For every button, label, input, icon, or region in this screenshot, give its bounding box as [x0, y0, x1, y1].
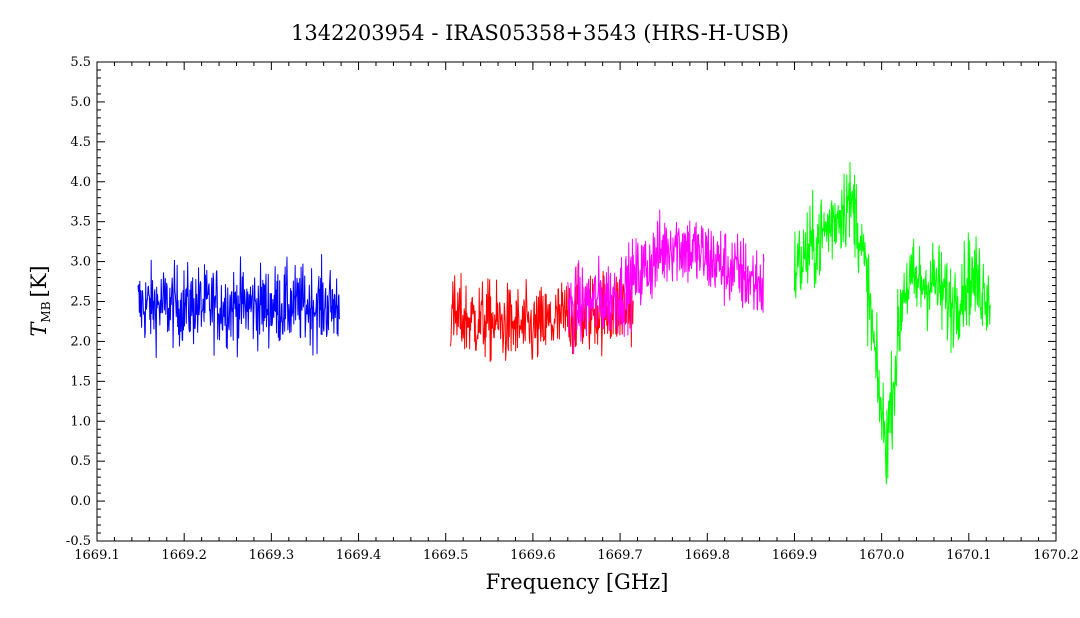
y-axis-label-unit: [K]	[27, 265, 51, 297]
x-tick-label: 1670.2	[1033, 548, 1079, 563]
chart-title: 1342203954 - IRAS05358+3543 (HRS-H-USB)	[291, 21, 789, 45]
y-tick-label: 2.0	[70, 334, 91, 349]
series-line-1	[137, 254, 340, 359]
y-tick-label: -0.5	[66, 534, 91, 549]
x-tick-label: 1669.7	[597, 548, 643, 563]
y-tick-label: 3.5	[70, 215, 91, 230]
y-tick-label: 4.5	[70, 135, 91, 150]
x-tick-label: 1670.0	[859, 548, 905, 563]
x-tick-label: 1669.4	[336, 548, 382, 563]
x-tick-label: 1669.1	[74, 548, 120, 563]
y-tick-label: 5.5	[70, 55, 91, 70]
x-tick-label: 1669.8	[685, 548, 731, 563]
series-line-4	[793, 161, 992, 485]
y-tick-label: 0.5	[70, 454, 91, 469]
x-tick-label: 1670.1	[946, 548, 992, 563]
y-tick-label: 1.0	[70, 414, 91, 429]
series-group	[137, 161, 992, 485]
y-axis-label: TMB [K]	[27, 265, 53, 336]
y-axis-label-sub: MB	[39, 301, 53, 322]
x-tick-label: 1669.9	[772, 548, 818, 563]
x-tick-label: 1669.5	[423, 548, 469, 563]
series-line-3	[567, 209, 765, 355]
series-line-2	[449, 263, 634, 363]
y-tick-label: 0.0	[70, 494, 91, 509]
y-tick-label: 2.5	[70, 295, 91, 310]
x-tick-label: 1669.2	[161, 548, 207, 563]
y-tick-label: 5.0	[70, 95, 91, 110]
x-tick-label: 1669.6	[510, 548, 556, 563]
x-axis: 1669.1 1669.2 1669.3 1669.4 1669.5 1669.6 1669…	[74, 62, 1079, 563]
y-axis-label-main: T	[27, 321, 51, 337]
y-tick-label: 4.0	[70, 175, 91, 190]
y-tick-label: 3.0	[70, 255, 91, 270]
x-tick-label: 1669.3	[249, 548, 295, 563]
x-axis-label: Frequency [GHz]	[486, 570, 669, 594]
y-tick-label: 1.5	[70, 374, 91, 389]
y-axis: -0.5 0.0 0.5 1.0 1.5 2.0 2.5 3.0 3.5 4.0 4.5 5.0 5.5	[66, 55, 1056, 549]
